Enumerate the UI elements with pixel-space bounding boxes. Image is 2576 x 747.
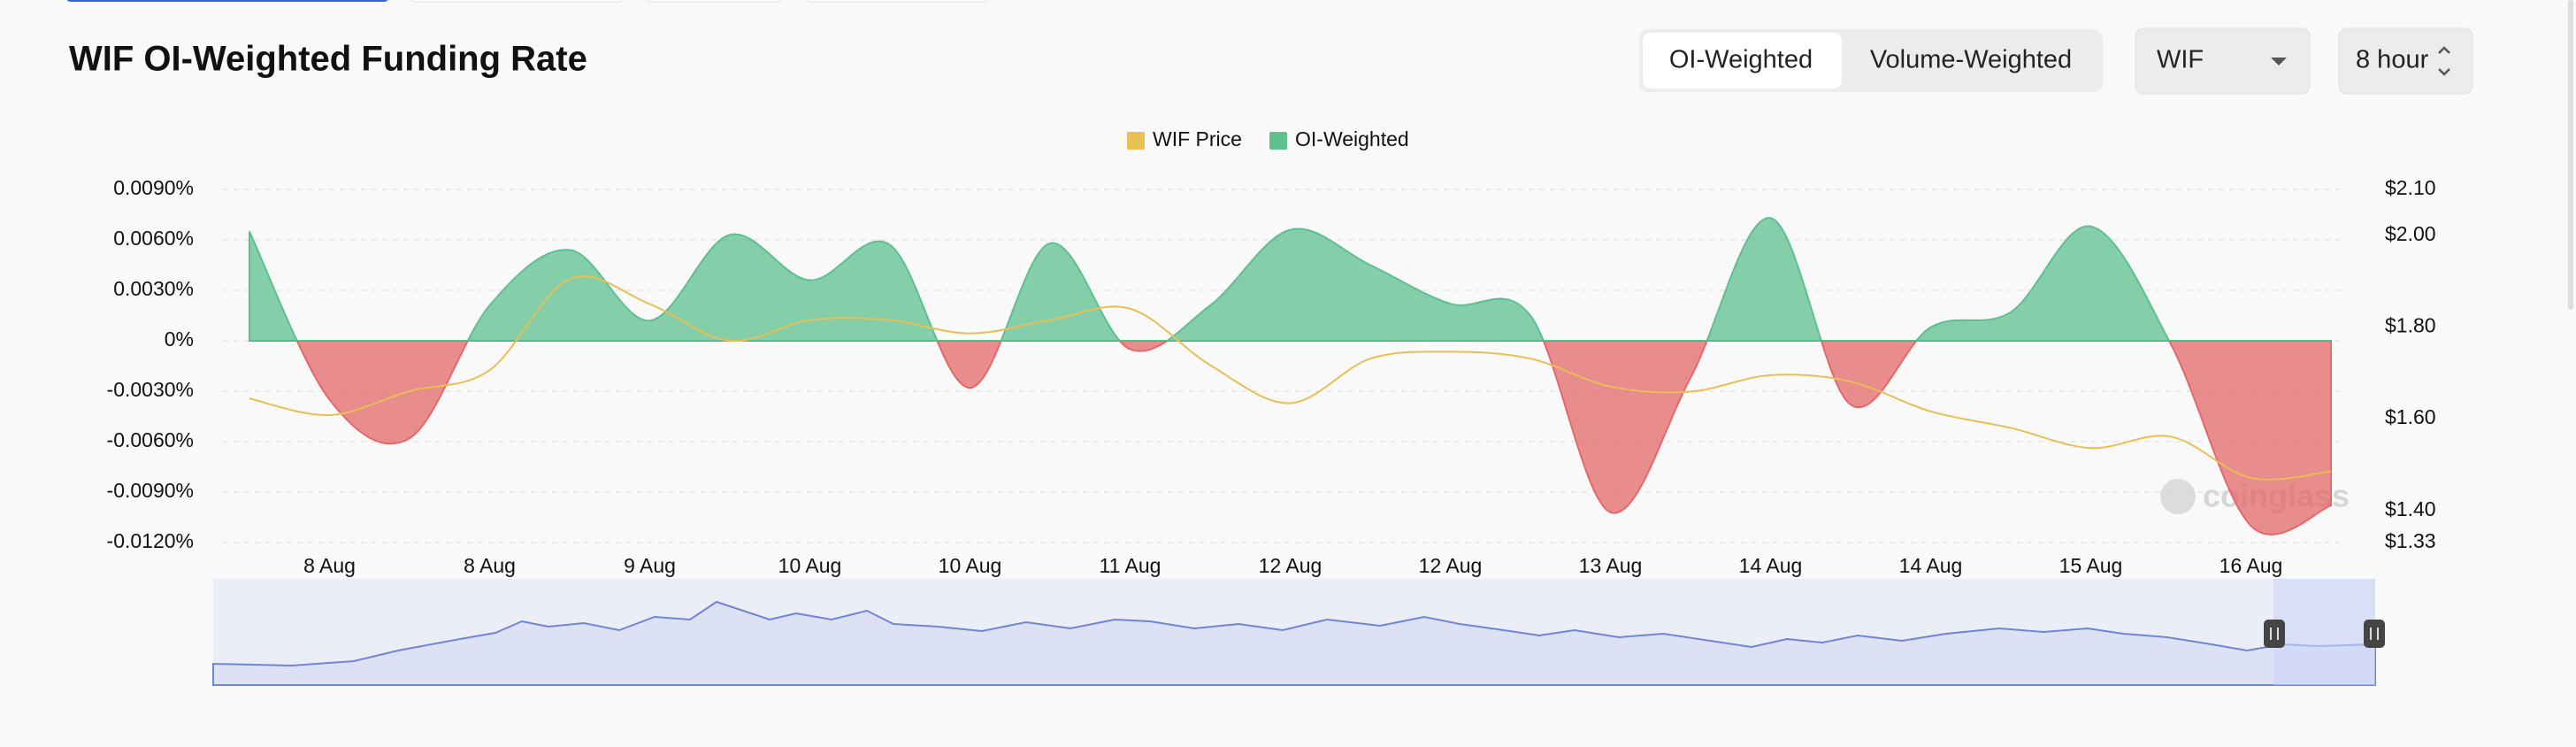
x-tick-label: 9 Aug: [624, 554, 676, 577]
navigator-handle[interactable]: [2364, 620, 2385, 648]
toggle-option[interactable]: OI-Weighted: [1669, 46, 1813, 74]
select-value[interactable]: 8 hour: [2356, 46, 2429, 74]
y2-tick-label: $1.33: [2385, 529, 2436, 552]
x-tick-label: 12 Aug: [1259, 554, 1322, 577]
select-value[interactable]: WIF: [2157, 46, 2204, 74]
navigator-series: [212, 600, 2376, 686]
y-tick-label: 0.0030%: [113, 277, 194, 300]
tab[interactable]: [805, 0, 989, 3]
legend-swatch: [1269, 132, 1287, 150]
price-line: [249, 275, 2332, 481]
y-tick-label: -0.0060%: [107, 428, 194, 451]
select[interactable]: [2135, 27, 2311, 95]
y-tick-label: 0.0060%: [113, 227, 194, 250]
y2-tick-label: $1.80: [2385, 314, 2436, 337]
funding-area: [249, 217, 2332, 535]
toggle-option[interactable]: Volume-Weighted: [1870, 46, 2072, 74]
legend-label[interactable]: OI-Weighted: [1295, 127, 1409, 150]
watermark-logo: [2160, 479, 2196, 514]
y2-tick-label: $2.10: [2385, 176, 2436, 199]
x-tick-label: 12 Aug: [1419, 554, 1483, 577]
y-tick-label: -0.0120%: [107, 529, 194, 552]
y-tick-label: 0%: [165, 327, 194, 350]
x-tick-label: 14 Aug: [1899, 554, 1963, 577]
x-tick-label: 15 Aug: [2059, 554, 2123, 577]
x-tick-label: 13 Aug: [1579, 554, 1643, 577]
tab[interactable]: [646, 0, 782, 3]
y2-tick-label: $1.60: [2385, 405, 2436, 428]
toggle-active: [1643, 33, 1842, 89]
y2-tick-label: $1.40: [2385, 497, 2436, 520]
x-tick-label: 8 Aug: [303, 554, 356, 577]
select[interactable]: [2338, 27, 2473, 95]
scrollbar: [2568, 0, 2573, 310]
chart-title: WIF OI-Weighted Funding Rate: [69, 40, 587, 79]
tab[interactable]: [410, 0, 625, 3]
caret: [2271, 58, 2287, 65]
stepper: [2438, 46, 2450, 76]
navigator-window[interactable]: [2273, 579, 2375, 685]
x-tick-label: 10 Aug: [778, 554, 842, 577]
y-tick-label: -0.0090%: [107, 479, 194, 502]
legend-swatch: [1127, 132, 1145, 150]
x-tick-label: 11 Aug: [1100, 554, 1162, 577]
legend-label[interactable]: WIF Price: [1153, 127, 1242, 150]
x-tick-label: 16 Aug: [2220, 554, 2283, 577]
x-tick-label: 14 Aug: [1739, 554, 1803, 577]
x-tick-label: 8 Aug: [464, 554, 516, 577]
navigator-handle[interactable]: [2264, 620, 2285, 648]
y-tick-label: 0.0090%: [113, 176, 194, 199]
tab[interactable]: [65, 0, 389, 2]
y-tick-label: -0.0030%: [107, 378, 194, 401]
x-tick-label: 10 Aug: [939, 554, 1002, 577]
y2-tick-label: $2.00: [2385, 222, 2436, 245]
handle-grip: [2270, 628, 2379, 640]
